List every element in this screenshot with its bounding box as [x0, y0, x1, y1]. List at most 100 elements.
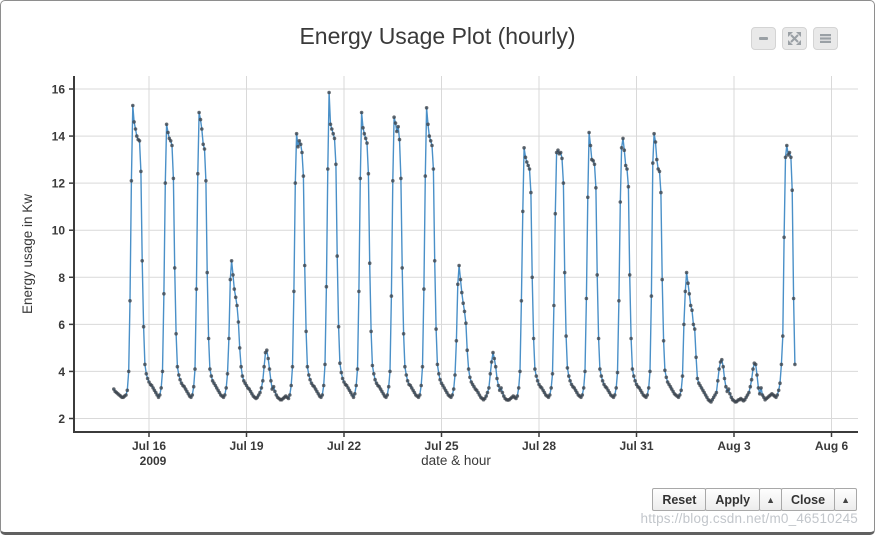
data-point-marker: [427, 134, 432, 138]
data-point-marker: [534, 374, 539, 378]
data-point-marker: [372, 372, 376, 376]
data-point-marker: [339, 370, 344, 375]
data-point-marker: [619, 146, 624, 150]
data-point-marker: [420, 364, 425, 369]
data-point-marker: [581, 386, 586, 390]
data-point-marker: [618, 200, 623, 204]
data-point-marker: [757, 392, 762, 396]
data-point-marker: [548, 393, 552, 397]
x-tick-label: Jul 16: [132, 439, 166, 453]
data-point-marker: [428, 139, 433, 143]
y-tick-label: 6: [58, 318, 65, 332]
data-point-marker: [399, 176, 403, 181]
data-point-marker: [193, 367, 197, 371]
data-point-marker: [206, 336, 211, 341]
data-point-marker: [691, 322, 696, 327]
data-point-marker: [361, 126, 365, 130]
data-point-marker: [298, 142, 303, 147]
data-point-marker: [552, 303, 556, 308]
data-point-marker: [622, 148, 627, 152]
data-point-marker: [484, 394, 489, 398]
data-point-marker: [358, 176, 363, 181]
data-point-marker: [145, 376, 150, 381]
data-point-marker: [388, 369, 392, 374]
data-point-marker: [162, 292, 166, 296]
data-point-marker: [164, 122, 169, 127]
y-tick-label: 10: [52, 224, 66, 238]
reset-button[interactable]: Reset: [652, 488, 707, 511]
data-point-marker: [646, 386, 651, 390]
collapse-button[interactable]: [751, 27, 776, 50]
data-point-marker: [492, 356, 497, 361]
data-point-marker: [269, 379, 273, 383]
data-point-marker: [726, 387, 731, 391]
data-point-marker: [499, 386, 503, 390]
data-point-marker: [722, 376, 727, 381]
data-point-marker: [629, 336, 633, 341]
x-tick-label: Aug 3: [717, 439, 751, 453]
data-point-marker: [209, 374, 214, 378]
data-point-marker: [418, 393, 422, 397]
y-tick-label: 8: [58, 271, 65, 285]
data-point-marker: [779, 362, 784, 367]
data-point-marker: [172, 266, 177, 270]
data-point-marker: [728, 392, 732, 396]
data-point-marker: [307, 373, 311, 377]
data-point-marker: [438, 377, 442, 382]
data-point-marker: [359, 110, 364, 115]
data-point-marker: [535, 379, 540, 383]
x-tick-label: Jul 28: [522, 439, 556, 453]
apply-button[interactable]: Apply: [705, 488, 761, 511]
x-tick-year-label: 2009: [140, 454, 167, 468]
data-point-marker: [678, 393, 682, 397]
data-point-marker: [759, 386, 763, 390]
close-dropdown-button[interactable]: ▲: [834, 488, 857, 511]
data-point-marker: [488, 372, 493, 376]
data-point-marker: [139, 169, 143, 174]
data-point-marker: [194, 287, 199, 291]
data-point-marker: [753, 362, 758, 367]
data-point-marker: [289, 383, 294, 388]
y-tick-label: 2: [58, 412, 65, 426]
data-point-marker: [362, 131, 367, 136]
data-point-marker: [596, 336, 601, 341]
data-point-marker: [599, 374, 604, 378]
data-point-marker: [653, 140, 658, 144]
data-point-marker: [178, 377, 182, 382]
data-point-marker: [267, 367, 272, 371]
x-tick-label: Jul 22: [327, 439, 361, 453]
data-point-marker: [531, 336, 536, 341]
x-tick-label: Aug 6: [815, 439, 849, 453]
data-point-marker: [468, 375, 472, 380]
data-point-marker: [135, 134, 139, 138]
data-point-marker: [160, 369, 165, 374]
apply-dropdown-button[interactable]: ▲: [759, 488, 783, 511]
data-point-marker: [565, 366, 570, 370]
data-point-marker: [191, 384, 196, 389]
data-point-marker: [516, 386, 521, 390]
data-point-marker: [692, 327, 697, 331]
close-button[interactable]: Close: [781, 488, 836, 511]
data-point-marker: [553, 211, 558, 216]
data-point-marker: [392, 115, 396, 119]
menu-button[interactable]: [813, 27, 838, 50]
data-point-marker: [144, 372, 149, 376]
data-point-marker: [600, 379, 605, 383]
data-point-marker: [583, 369, 587, 374]
expand-button[interactable]: [782, 27, 807, 50]
data-point-marker: [791, 296, 796, 301]
data-point-marker: [262, 364, 266, 369]
data-point-marker: [485, 390, 490, 395]
data-point-marker: [124, 393, 128, 397]
data-point-marker: [305, 364, 310, 369]
data-point-marker: [562, 270, 567, 275]
data-point-marker: [487, 386, 491, 390]
data-point-marker: [338, 361, 342, 366]
data-point-marker: [129, 179, 134, 183]
data-point-marker: [717, 367, 721, 371]
data-point-marker: [326, 167, 330, 171]
data-point-marker: [515, 394, 520, 398]
data-point-marker: [202, 147, 207, 151]
data-point-marker: [297, 139, 302, 143]
